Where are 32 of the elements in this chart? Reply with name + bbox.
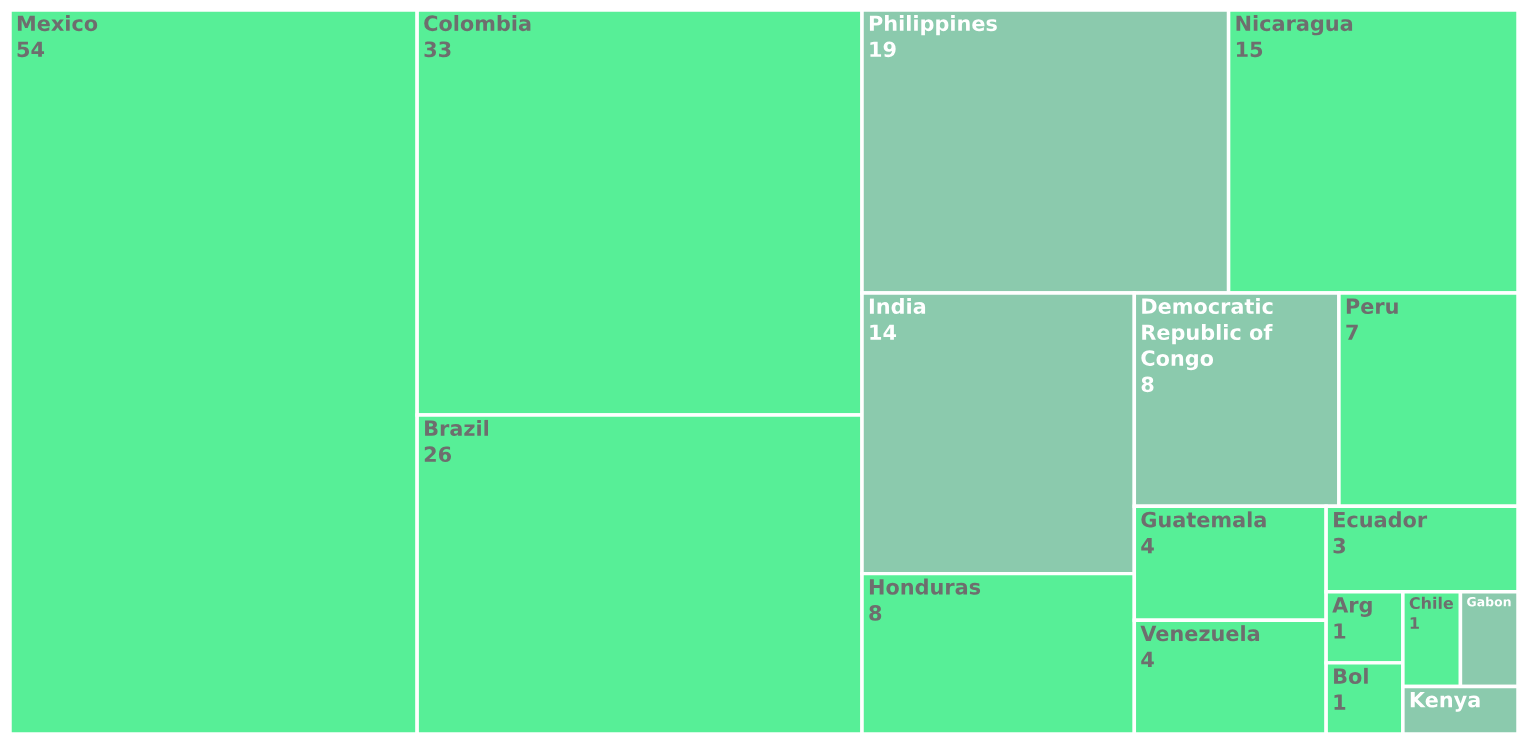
data-label: 19 [870, 41, 896, 58]
data-label: 4 [1141, 651, 1154, 668]
category-label: Democratic Republic of Congo [1141, 297, 1273, 371]
data-label: 33 [424, 41, 451, 58]
data-label: 3 [1333, 537, 1345, 554]
category-label: Ecuador [1334, 511, 1428, 528]
category-label: Peru [1346, 298, 1398, 315]
data-label: 1 [1334, 623, 1346, 639]
category-label: Kenya [1410, 692, 1480, 712]
data-label: 4 [1141, 538, 1154, 554]
category-label: Guatemala [1141, 511, 1266, 528]
category-label: India [869, 297, 926, 315]
data-label: 1 [1334, 694, 1346, 710]
category-label: Bol [1334, 667, 1368, 684]
data-label: 7 [1346, 324, 1358, 340]
category-label: Colombia [424, 15, 531, 32]
data-label: 8 [1141, 376, 1154, 393]
category-label: Brazil [425, 419, 489, 437]
category-label: Philippines [869, 15, 997, 36]
category-label: Nicaragua [1236, 15, 1353, 36]
category-label: Mexico [17, 15, 98, 32]
category-label: Honduras [869, 578, 981, 595]
category-label: Chile [1409, 596, 1453, 610]
data-label: 1 [1410, 617, 1419, 629]
data-label: 54 [17, 41, 45, 58]
data-label: 14 [870, 324, 897, 340]
data-label: 15 [1236, 41, 1263, 58]
category-label: Arg [1332, 597, 1372, 617]
category-label: Venezuela [1140, 625, 1260, 642]
data-label: 26 [424, 446, 452, 463]
category-label: Gabon [1467, 596, 1511, 607]
data-label: 8 [869, 605, 882, 621]
